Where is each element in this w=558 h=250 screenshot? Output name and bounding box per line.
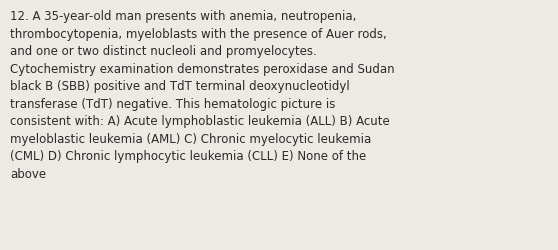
Text: 12. A 35-year-old man presents with anemia, neutropenia,
thrombocytopenia, myelo: 12. A 35-year-old man presents with anem… — [10, 10, 395, 180]
